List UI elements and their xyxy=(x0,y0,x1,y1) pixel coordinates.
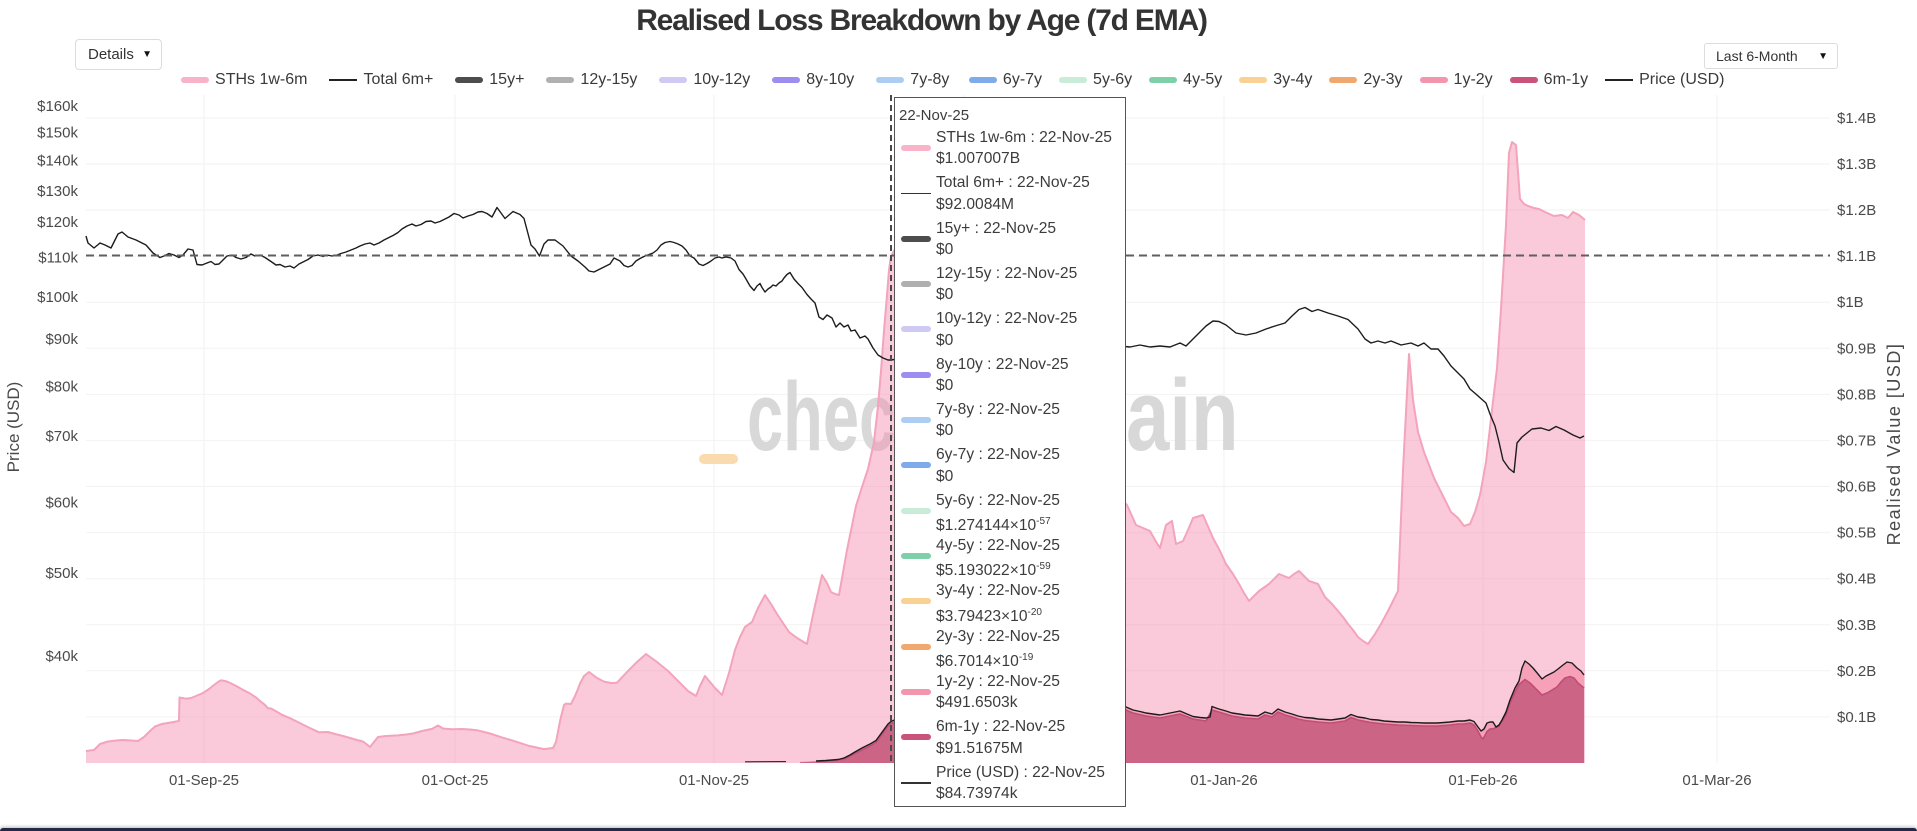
svg-text:$1B: $1B xyxy=(1837,294,1864,311)
svg-text:$0.7B: $0.7B xyxy=(1837,432,1876,449)
svg-text:$1.3B: $1.3B xyxy=(1837,156,1876,173)
svg-text:$60k: $60k xyxy=(45,495,78,512)
svg-text:Realised Value [USD]: Realised Value [USD] xyxy=(1884,343,1904,546)
svg-text:$140k: $140k xyxy=(37,153,78,170)
svg-text:$1.2B: $1.2B xyxy=(1837,202,1876,219)
svg-text:01-Jan-26: 01-Jan-26 xyxy=(1190,772,1258,789)
svg-text:$0.6B: $0.6B xyxy=(1837,479,1876,496)
svg-text:01-Sep-25: 01-Sep-25 xyxy=(169,772,239,789)
svg-text:$0.8B: $0.8B xyxy=(1837,386,1876,403)
svg-text:$90k: $90k xyxy=(45,331,78,348)
svg-text:01-Oct-25: 01-Oct-25 xyxy=(422,772,489,789)
svg-text:$0.1B: $0.1B xyxy=(1837,709,1876,726)
svg-text:chec: chec xyxy=(747,362,895,471)
svg-text:$0.5B: $0.5B xyxy=(1837,525,1876,542)
svg-text:$150k: $150k xyxy=(37,125,78,142)
svg-text:$110k: $110k xyxy=(38,250,78,267)
svg-text:$0.9B: $0.9B xyxy=(1837,340,1876,357)
svg-text:$160k: $160k xyxy=(37,98,78,115)
svg-text:ain: ain xyxy=(1126,359,1239,472)
svg-text:01-Feb-26: 01-Feb-26 xyxy=(1448,772,1517,789)
svg-text:$0.4B: $0.4B xyxy=(1837,571,1876,588)
svg-text:$100k: $100k xyxy=(37,289,78,306)
svg-text:$1.1B: $1.1B xyxy=(1837,248,1876,265)
svg-text:$0.2B: $0.2B xyxy=(1837,663,1876,680)
svg-text:01-Mar-26: 01-Mar-26 xyxy=(1682,772,1751,789)
svg-text:$40k: $40k xyxy=(45,648,78,665)
svg-text:$80k: $80k xyxy=(45,379,78,396)
svg-text:$50k: $50k xyxy=(45,565,78,582)
svg-text:$1.4B: $1.4B xyxy=(1837,110,1876,127)
svg-text:01-Nov-25: 01-Nov-25 xyxy=(679,772,749,789)
svg-text:$70k: $70k xyxy=(45,428,78,445)
svg-text:$120k: $120k xyxy=(37,214,78,231)
svg-text:$130k: $130k xyxy=(37,183,78,200)
svg-text:Price (USD): Price (USD) xyxy=(4,382,23,473)
svg-text:$0.3B: $0.3B xyxy=(1837,617,1876,634)
